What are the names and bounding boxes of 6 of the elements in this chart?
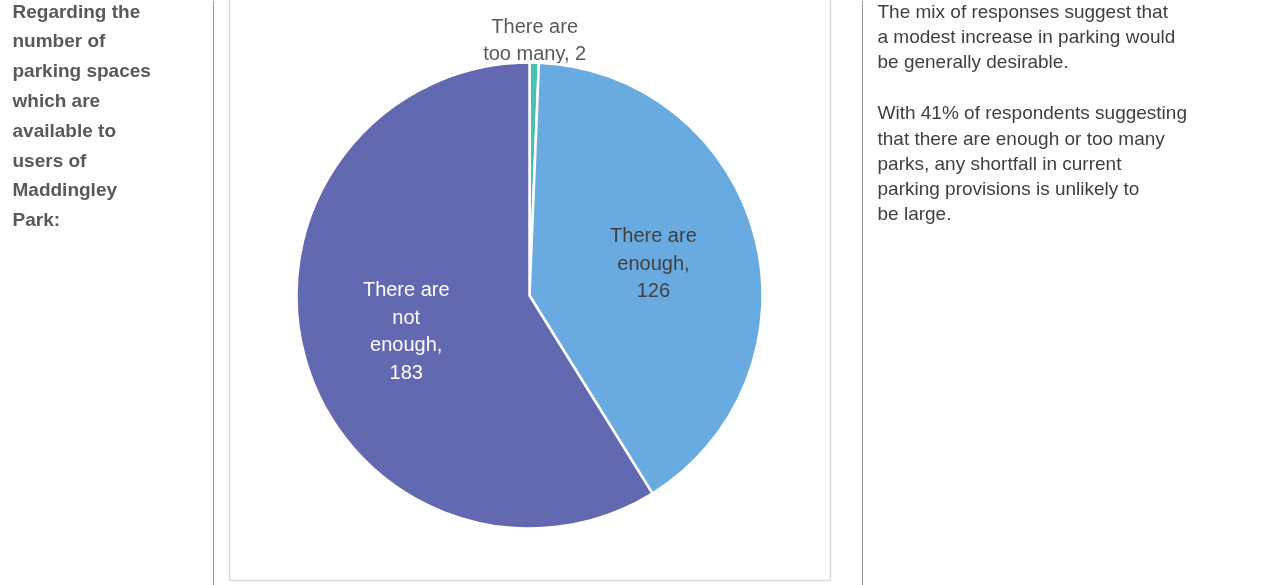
text: The mix of responses suggest that a modest increase in parking would be generally desirable. xyxy=(877,0,1176,72)
data-label: There are enough, 126 xyxy=(610,224,697,302)
data-label: There are not enough, 183 xyxy=(362,278,450,383)
text: With 41% of respondents suggesting that there are enough or too many parks, any shortfall in current parking provisions is unlikely to be large. xyxy=(877,102,1187,225)
text: Regarding the number of parking spaces which are available to users of Maddingley Park: xyxy=(11,0,151,231)
data-label: There are too many, 2 xyxy=(483,14,587,64)
